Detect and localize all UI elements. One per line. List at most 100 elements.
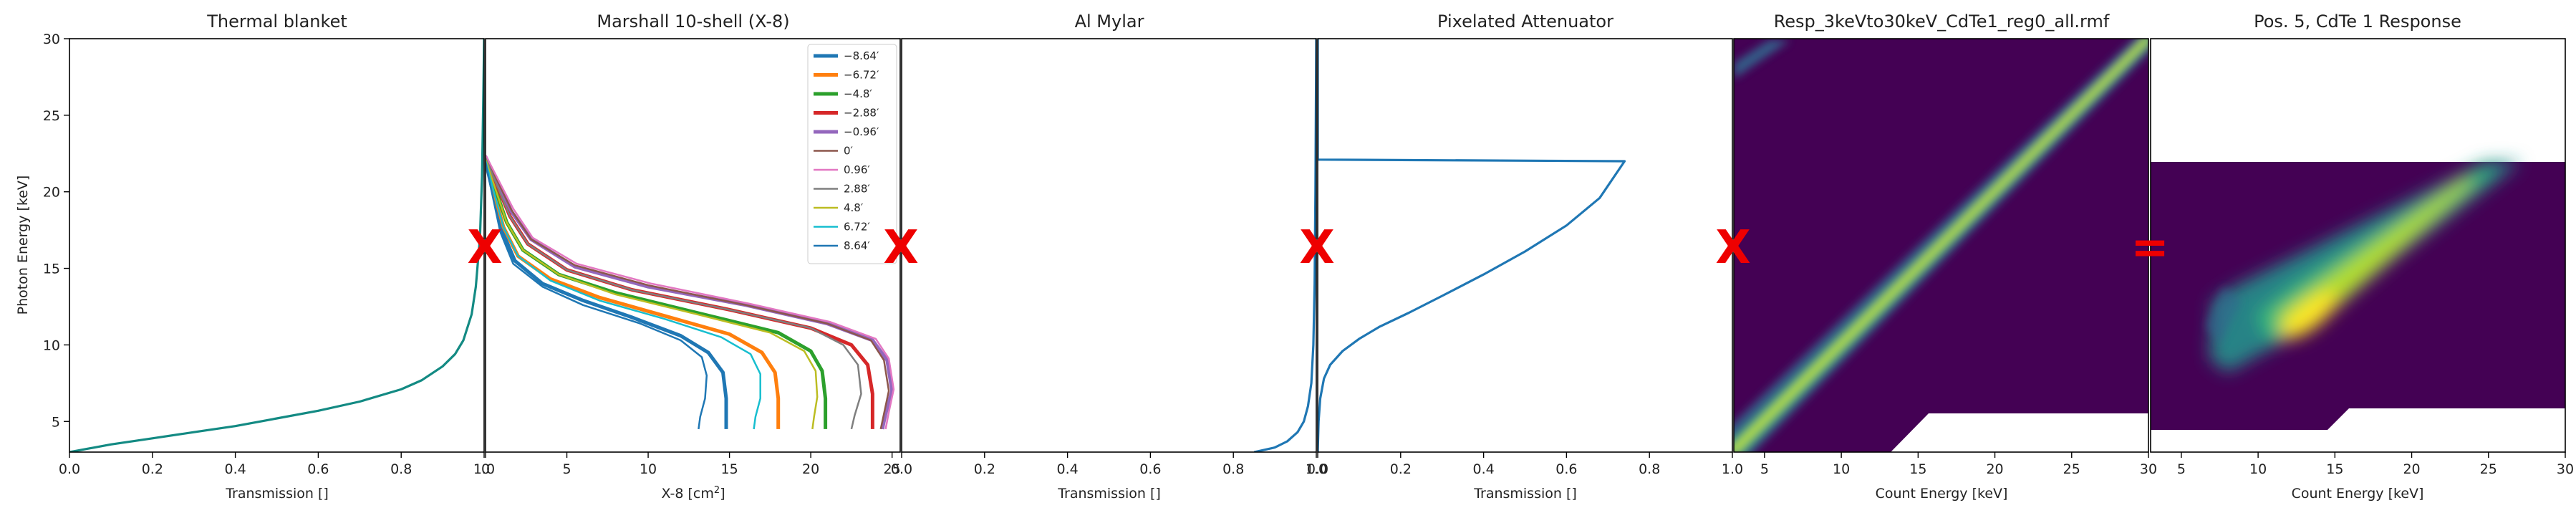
panel-thermal: Thermal blanket Transmission [] Photon E… [15,11,485,502]
ytick-label: 10 [43,337,60,353]
xticks-all: 0.0 0.2 0.4 0.6 0.8 1.00 5 10 15 20 250.0 0.2 0.4 0.6… [59,452,2574,477]
xtick-label: 0.0 [1307,461,1328,477]
heatmap-response-background [2151,162,2565,452]
xtick-label: 5 [562,461,571,477]
operators: X X X X = [467,221,2169,274]
plot-attenuator [1318,39,1626,452]
heatmap-rmf-empty-region [1891,413,2148,452]
xtick-label: 10 [2249,461,2267,477]
xtick-label: 30 [2557,461,2574,477]
series-marshall-8 [486,159,819,430]
operator-x-2: X [883,221,918,274]
title-marshall: Marshall 10-shell (X-8) [597,11,789,32]
xtick-label: 0 [481,461,490,477]
series-marshall-7 [486,158,862,430]
legend-label: −6.72′ [844,69,879,82]
legend-marshall: −8.64′ −6.72′ −4.8′ −2.88′ −0.96′ 0′ 0.96′ 2.88… [807,44,897,264]
heatmap-response-peak [2281,292,2338,339]
xlabel-marshall-end: ] [720,486,725,502]
title-attenuator: Pixelated Attenuator [1437,11,1613,32]
xtick-label: 10 [640,461,657,477]
series-marshall-10 [486,162,708,430]
xtick-label: 0.2 [142,461,163,477]
ytick-label: 30 [43,32,60,47]
ytick-label: 15 [43,262,60,277]
xtick-label: 15 [720,461,738,477]
xtick-label: 5 [1760,461,1769,477]
xtick-label: 0.0 [59,461,80,477]
xlabel-attenuator: Transmission [] [1473,486,1577,502]
xtick-label: 20 [2403,461,2420,477]
heatmap-rmf [1734,39,2148,452]
heatmap-response-tail [2206,287,2242,344]
legend-label: 4.8′ [844,201,864,214]
xtick-label: 25 [884,461,901,477]
legend-box [807,44,897,264]
xlabel-marshall-main: X-8 [cm [661,486,713,502]
series-marshall-0 [486,160,728,429]
series-mylar-0 [1253,39,1316,452]
operator-equals: = [2131,221,2169,274]
series-group-mylar [1253,39,1316,452]
heatmap-response [2151,39,2565,452]
xtick-label: 0.6 [307,461,329,477]
xtick-label: 25 [2480,461,2497,477]
series-thermal-0 [69,39,484,452]
ytick-label: 20 [43,185,60,201]
xlabel-mylar: Transmission [] [1057,486,1161,502]
legend-label: 6.72′ [844,221,870,234]
legend-label: −4.8′ [844,87,872,100]
title-mylar: Al Mylar [1075,11,1144,32]
xtick-label: 0.6 [1555,461,1577,477]
panel-rmf: Resp_3keVto30keV_CdTe1_reg0_all.rmf Coun… [1733,11,2149,502]
xtick-label: 0.6 [1139,461,1161,477]
heatmap-rmf-band-core [1734,39,2148,452]
legend-label: 8.64′ [844,239,870,252]
series-marshall-6 [486,154,895,430]
yticks-thermal: 5 10 15 20 25 30 [43,32,69,430]
frame-rmf [1733,38,2149,453]
xtick-label: 20 [1986,461,2003,477]
xtick-label: 0.4 [1472,461,1494,477]
xtick-label: 0.8 [1639,461,1660,477]
legend-label: 0′ [844,145,854,158]
series-group-attenuator [1318,39,1626,452]
operator-x-4: X [1715,221,1750,274]
heatmap-response-empty-bottom [2151,408,2565,452]
xtick-label: 5 [2177,461,2186,477]
xtick-label: 10 [1833,461,1850,477]
xtick-label: 0.2 [1390,461,1412,477]
frame-attenuator [1317,38,1733,453]
plot-marshall [486,154,895,430]
xtick-label: 25 [2063,461,2080,477]
plot-mylar [1253,39,1316,452]
operator-x-1: X [467,221,502,274]
xtick-label: 0.2 [974,461,995,477]
title-response: Pos. 5, CdTe 1 Response [2254,11,2461,32]
frame-thermal [69,38,485,453]
title-rmf: Resp_3keVto30keV_CdTe1_reg0_all.rmf [1774,11,2110,32]
xtick-label: 30 [2140,461,2157,477]
xtick-label: 1.0 [1722,461,1743,477]
ytick-label: 25 [43,108,60,124]
xlabel-thermal: Transmission [] [225,486,329,502]
series-attenuator-0 [1318,39,1626,452]
xtick-label: 0.8 [1222,461,1244,477]
xlabel-marshall-sup: 2 [714,485,720,496]
frame-mylar [901,38,1317,453]
series-marshall-5 [486,156,890,430]
xtick-label: 0.0 [891,461,912,477]
frame-response [2150,38,2566,453]
xlabel-marshall: X-8 [cm2] [661,485,725,502]
panel-mylar: Al Mylar Transmission [] [901,11,1317,502]
legend-label: −2.88′ [844,107,879,120]
xlabel-rmf: Count Energy [keV] [1876,486,2008,502]
plot-thermal [69,39,484,452]
xtick-label: 15 [2326,461,2343,477]
panel-attenuator: Pixelated Attenuator Transmission [] [1317,11,1733,502]
panel-response: Pos. 5, CdTe 1 Response Count Energy [ke… [2150,11,2566,502]
xtick-label: 1.0 [473,461,495,477]
xlabel-response: Count Energy [keV] [2292,486,2424,502]
legend-label: −8.64′ [844,49,879,62]
